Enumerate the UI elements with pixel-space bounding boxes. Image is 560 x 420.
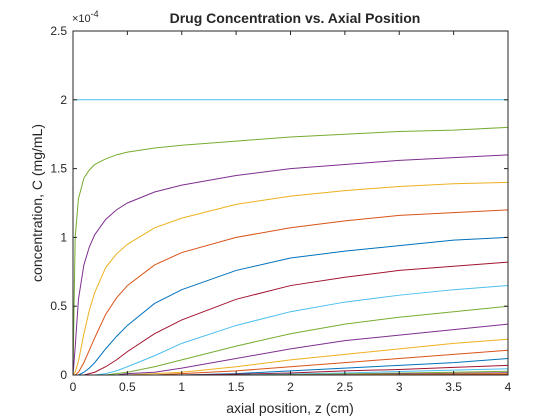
y-tick-label: 2.5 bbox=[50, 24, 67, 38]
y-tick-label: 0.5 bbox=[50, 299, 67, 313]
x-tick-label: 2.5 bbox=[337, 380, 354, 394]
y-axis-label: concentration, C (mg/mL) bbox=[29, 124, 45, 282]
x-tick-label: 3 bbox=[396, 380, 403, 394]
x-axis-label: axial position, z (cm) bbox=[226, 400, 354, 416]
y-axis-exponent: ×10-4 bbox=[72, 9, 99, 25]
x-tick-label: 4 bbox=[505, 380, 512, 394]
x-tick-label: 3.5 bbox=[445, 380, 462, 394]
series-line-4 bbox=[72, 181, 509, 376]
x-tick-label: 2 bbox=[287, 380, 294, 394]
y-tick-label: 0 bbox=[60, 368, 67, 382]
x-tick-label: 0 bbox=[70, 380, 77, 394]
x-tick-label: 1 bbox=[178, 380, 185, 394]
series-line-3 bbox=[72, 154, 509, 376]
x-tick-label: 1.5 bbox=[228, 380, 245, 394]
series-line-6 bbox=[73, 236, 509, 376]
ticks-layer: 0 0.5 1 1.5 2 2.5 3 3.5 4 0 0.5 1 1.5 2 2.5 bbox=[50, 24, 511, 394]
series-line-5 bbox=[73, 209, 509, 376]
y-tick-label: 1 bbox=[60, 230, 67, 244]
x-tick-label: 0.5 bbox=[119, 380, 136, 394]
plot-area bbox=[73, 31, 508, 375]
chart-title: Drug Concentration vs. Axial Position bbox=[170, 10, 421, 26]
y-exponent-power: -4 bbox=[91, 9, 99, 19]
series-line-2 bbox=[72, 126, 509, 376]
y-tick-label: 2 bbox=[60, 93, 67, 107]
y-tick-label: 1.5 bbox=[50, 162, 67, 176]
y-exponent-base: ×10 bbox=[72, 13, 91, 25]
